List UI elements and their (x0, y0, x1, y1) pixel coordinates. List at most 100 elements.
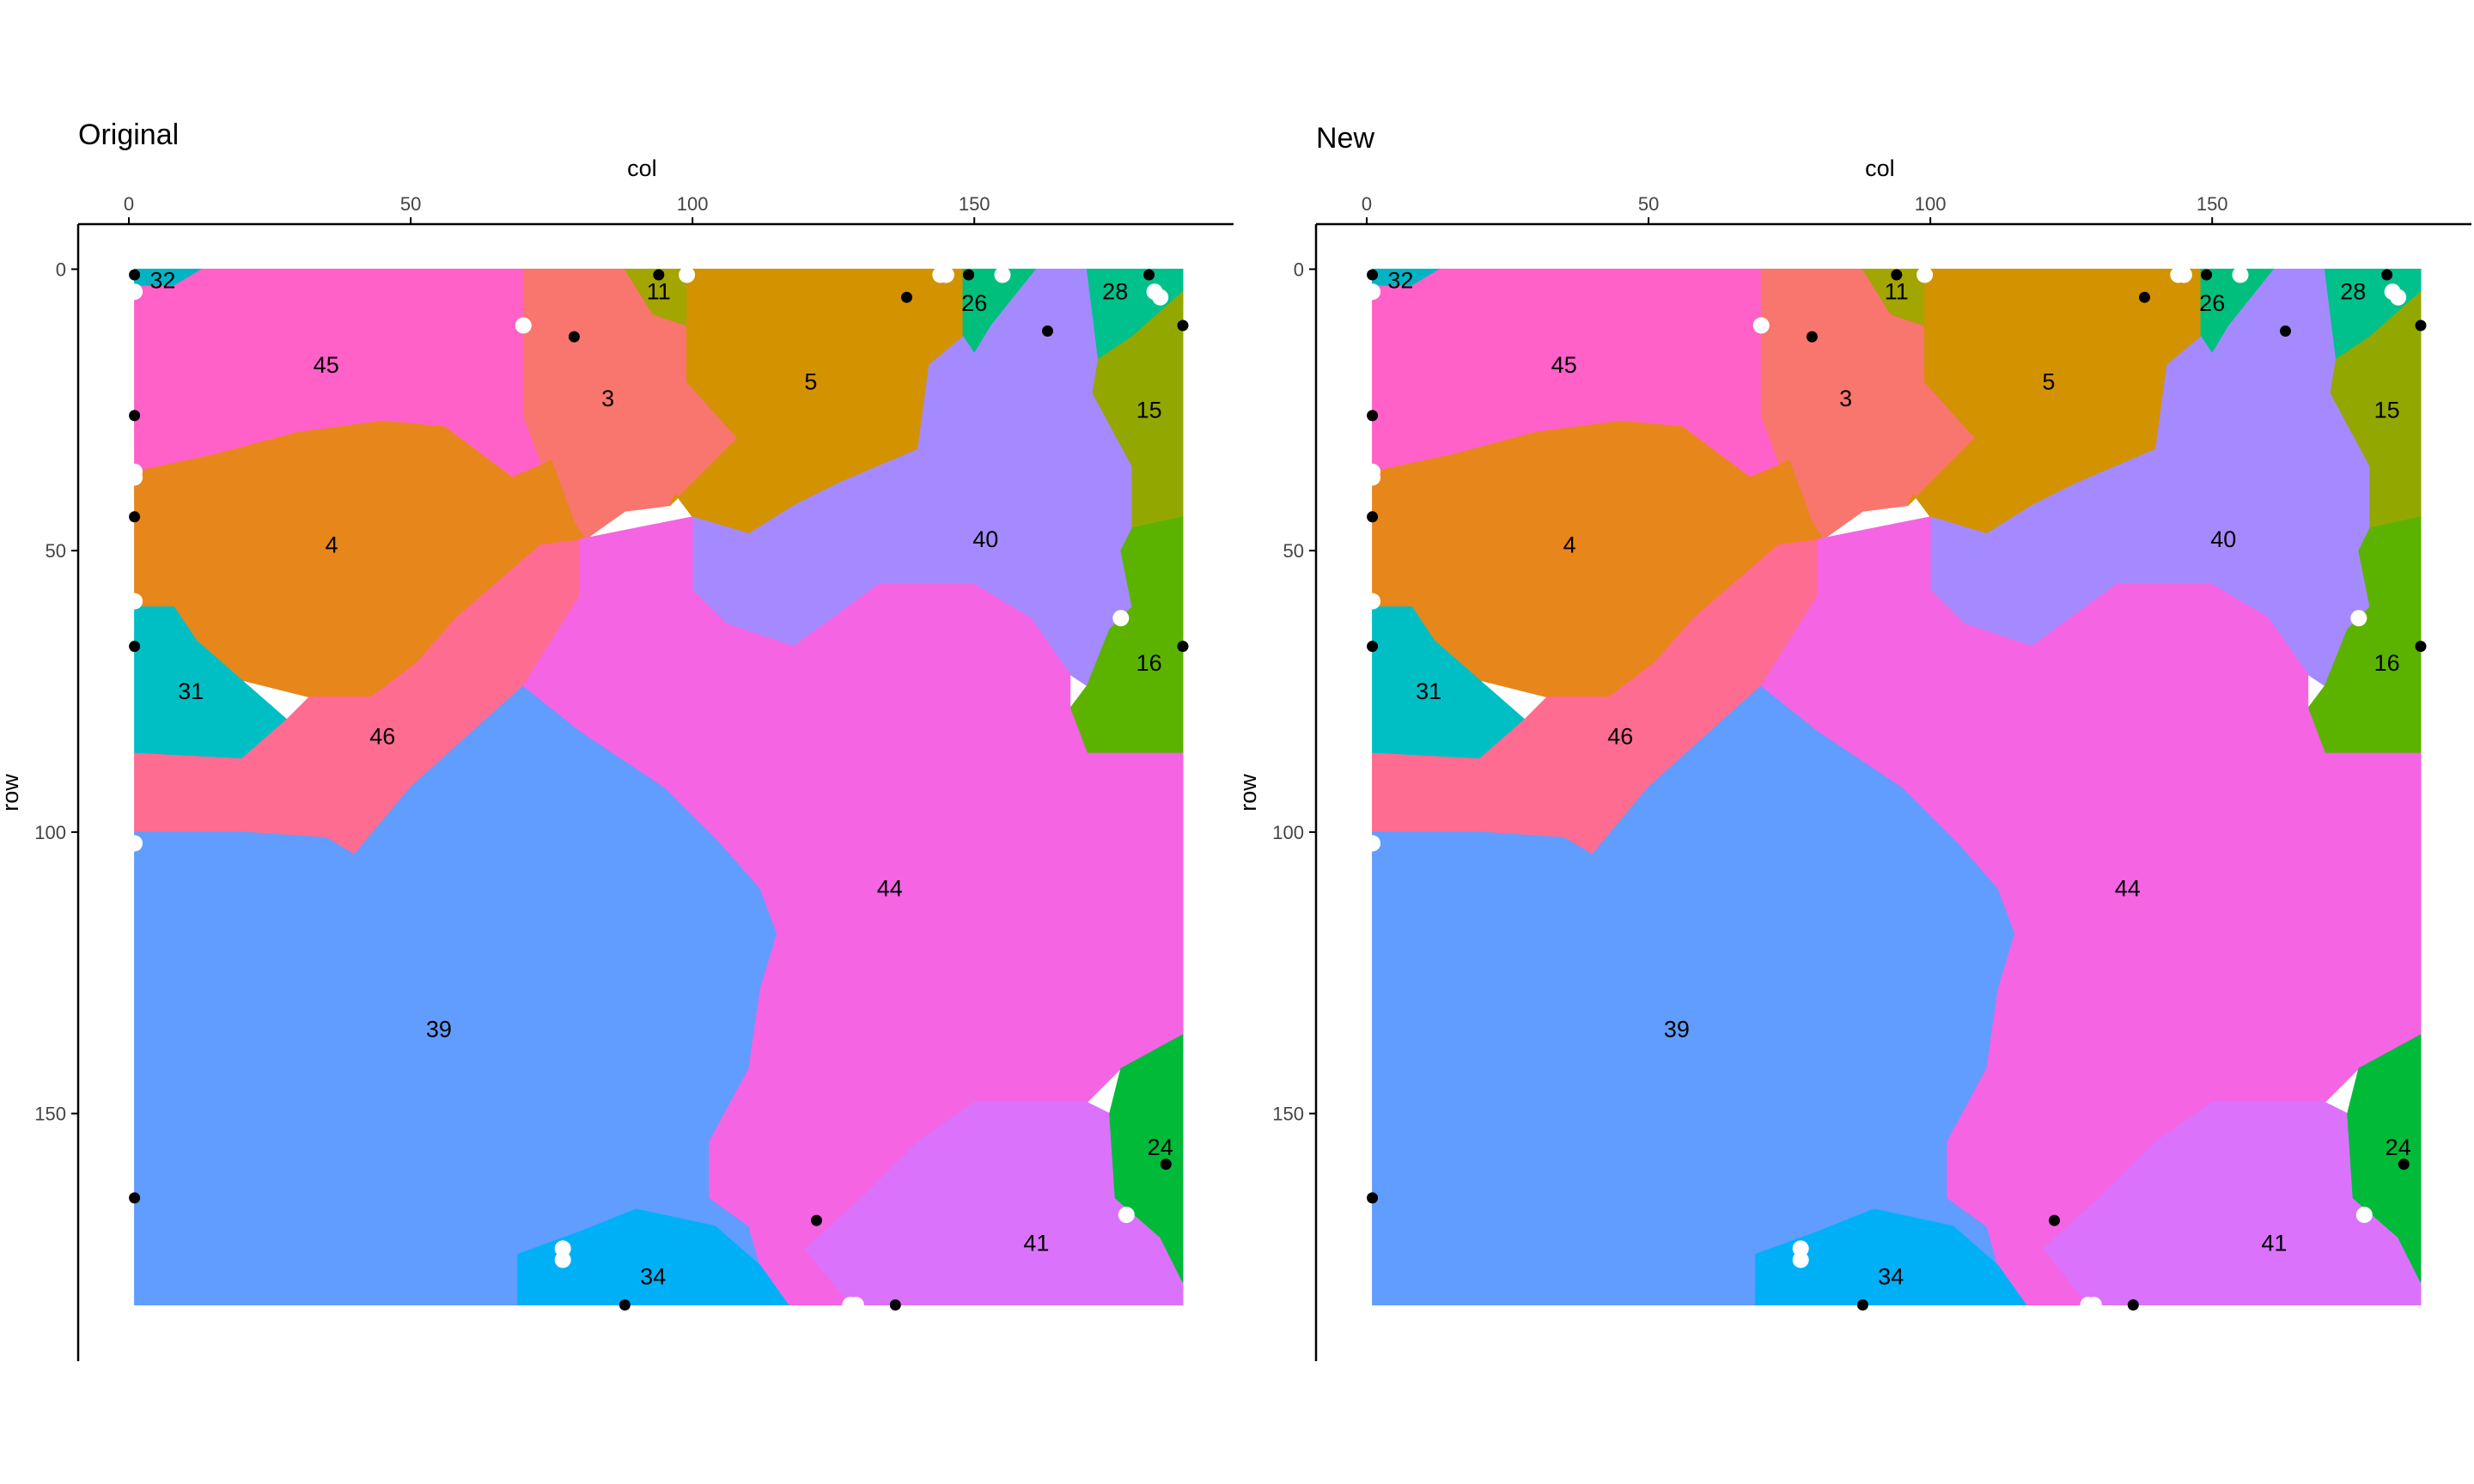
y-axis-title-new: row (1235, 774, 1261, 812)
point-black (1042, 325, 1053, 337)
point-black (1177, 319, 1189, 331)
point-white (994, 266, 1011, 283)
region-label-3: 3 (1839, 386, 1852, 411)
region-label-5: 5 (2042, 369, 2055, 395)
region-label-39: 39 (426, 1016, 452, 1042)
region-label-41: 41 (2261, 1230, 2287, 1256)
point-black (2201, 269, 2213, 281)
point-white (2175, 266, 2192, 283)
region-label-32: 32 (149, 268, 175, 294)
point-white (1364, 283, 1381, 301)
region-label-32: 32 (1387, 268, 1413, 294)
point-white (1112, 610, 1130, 627)
region-label-15: 15 (1136, 397, 1162, 423)
point-black (889, 1299, 901, 1311)
region-label-5: 5 (804, 369, 817, 395)
point-white (679, 266, 696, 283)
region-label-24: 24 (1148, 1134, 1173, 1160)
x-tick-label: 0 (124, 193, 134, 215)
region-label-41: 41 (1023, 1230, 1049, 1256)
region-label-40: 40 (972, 526, 998, 552)
point-black (2139, 291, 2150, 303)
point-black (901, 291, 912, 303)
panel-new: New 32 45 3 11 5 26 40 28 15 16 4 31 46 39 44 34 41 24 0 50 1… (1235, 122, 2471, 1361)
point-black (1143, 269, 1155, 281)
region-24 (2347, 1033, 2422, 1283)
point-white (2390, 289, 2407, 306)
point-black (1177, 641, 1189, 653)
point-white (2350, 610, 2367, 627)
region-41 (804, 1102, 1184, 1305)
point-white (1364, 835, 1381, 852)
region-24 (1109, 1033, 1184, 1283)
point-white (937, 266, 954, 283)
point-white (847, 1297, 864, 1313)
point-black (1806, 331, 1818, 343)
region-label-26: 26 (2199, 290, 2225, 316)
region-layer (134, 268, 1184, 1305)
x-tick-label: 50 (1638, 193, 1659, 215)
region-label-4: 4 (326, 532, 338, 558)
x-axis-title-new: col (1865, 155, 1895, 181)
point-black (129, 1192, 141, 1204)
point-black (2049, 1214, 2060, 1226)
point-black (618, 1299, 631, 1311)
point-white (515, 317, 532, 334)
point-black (1856, 1299, 1868, 1311)
x-tick-label: 0 (1362, 193, 1372, 215)
point-black (1367, 1192, 1379, 1204)
region-label-4: 4 (1563, 532, 1576, 558)
region-label-46: 46 (369, 724, 395, 750)
point-white (2085, 1297, 2102, 1313)
region-label-46: 46 (1607, 724, 1633, 750)
point-white (1752, 317, 1770, 334)
region-layer (1372, 268, 2422, 1305)
region-label-45: 45 (1551, 352, 1577, 378)
region-label-34: 34 (1878, 1264, 1904, 1290)
y-tick-label: 0 (1294, 258, 1304, 280)
point-white (2232, 266, 2249, 283)
point-black (653, 269, 665, 281)
point-black (1891, 269, 1903, 281)
region-label-11: 11 (1885, 279, 1909, 305)
point-black (129, 410, 141, 422)
region-34 (1755, 1208, 2027, 1305)
point-black (1367, 410, 1379, 422)
y-tick-label: 0 (56, 258, 66, 280)
x-tick-label: 150 (2197, 193, 2228, 215)
point-white (126, 835, 143, 852)
point-black (811, 1214, 822, 1226)
point-black (963, 269, 975, 281)
point-black (129, 641, 141, 653)
region-label-45: 45 (314, 352, 339, 378)
point-white (2355, 1207, 2373, 1224)
point-white (554, 1251, 571, 1268)
region-label-44: 44 (2115, 875, 2141, 901)
y-tick-label: 50 (46, 540, 66, 562)
region-label-24: 24 (2386, 1134, 2411, 1160)
point-black (129, 269, 141, 281)
point-black (1367, 269, 1379, 281)
point-black (1160, 1159, 1172, 1171)
region-label-28: 28 (2340, 279, 2366, 305)
point-white (1152, 289, 1169, 306)
y-tick-label: 150 (34, 1104, 66, 1125)
point-black (2415, 641, 2427, 653)
point-white (126, 469, 143, 486)
y-tick-label: 100 (1272, 822, 1304, 843)
point-black (2398, 1159, 2410, 1171)
region-label-31: 31 (178, 678, 204, 704)
point-white (1364, 593, 1381, 610)
y-axis-title-original: row (0, 774, 23, 812)
region-label-31: 31 (1416, 678, 1441, 704)
region-label-16: 16 (1136, 650, 1162, 676)
point-white (1118, 1207, 1135, 1224)
point-white (554, 1240, 571, 1257)
point-black (2127, 1299, 2139, 1311)
region-41 (2042, 1102, 2422, 1305)
point-white (1916, 266, 1934, 283)
y-tick-label: 50 (1283, 540, 1304, 562)
x-axis-title-original: col (627, 155, 657, 181)
point-white (1792, 1240, 1809, 1257)
